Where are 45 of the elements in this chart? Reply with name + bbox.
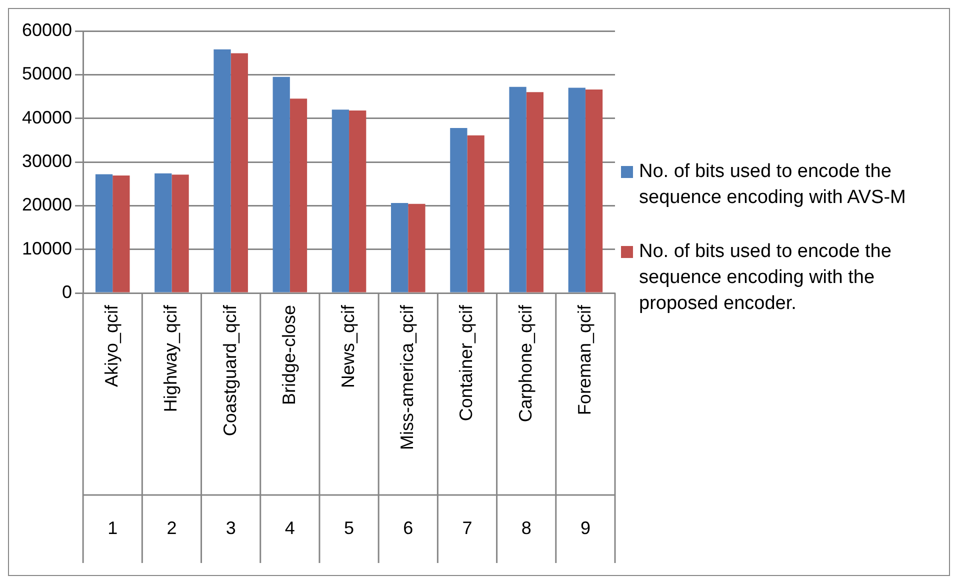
bar [408, 204, 426, 292]
bar [390, 203, 408, 292]
text: 1 [108, 518, 118, 538]
x-tick-label: News_qcif [338, 304, 358, 388]
bar [290, 98, 308, 292]
bar [230, 53, 248, 292]
bar [349, 110, 366, 292]
text: 2 [166, 518, 177, 538]
y-tick-label: 0 [62, 282, 72, 302]
y-tick-label: 60000 [22, 20, 72, 40]
bar [467, 135, 484, 292]
bar [95, 174, 113, 292]
text: 9 [580, 518, 590, 538]
text: 3 [226, 518, 236, 538]
x-tick-label: Container_qcif [456, 304, 476, 422]
bar [154, 173, 172, 292]
bar [585, 90, 603, 292]
bar [450, 128, 468, 292]
x-tick-label: Miss-america_qcif [397, 304, 418, 450]
text: 6 [403, 518, 414, 538]
y-tick-label: 40000 [22, 107, 72, 128]
x-tick-label: Foreman_qcif [574, 304, 594, 416]
x-tick-label: Carphone_qcif [515, 304, 536, 422]
bar [568, 88, 586, 292]
bar [526, 92, 544, 292]
y-tick-label: 20000 [22, 194, 72, 215]
bar [509, 86, 526, 292]
text: 4 [284, 518, 295, 538]
y-tick-label: 30000 [22, 150, 72, 171]
legend-label: No. of bits used to encode the sequence encoding with the proposed encoder. [639, 240, 892, 316]
text: 5 [344, 518, 354, 538]
bar [272, 76, 290, 292]
x-tick-label: Highway_qcif [160, 304, 181, 412]
x-tick-label: Akiyo_qcif [102, 304, 122, 388]
y-tick-label: 50000 [22, 64, 72, 84]
bar [332, 110, 350, 292]
legend-label: No. of bits used to encode the sequence encoding with AVS-M [639, 160, 907, 210]
bar [214, 49, 231, 292]
bar [172, 174, 189, 292]
bar [112, 176, 130, 292]
text: 8 [521, 518, 532, 538]
x-tick-label: Bridge-close [278, 305, 299, 406]
y-tick-label: 10000 [22, 238, 72, 258]
text: 7 [462, 518, 472, 538]
x-tick-label: Coastguard_qcif [220, 304, 240, 436]
